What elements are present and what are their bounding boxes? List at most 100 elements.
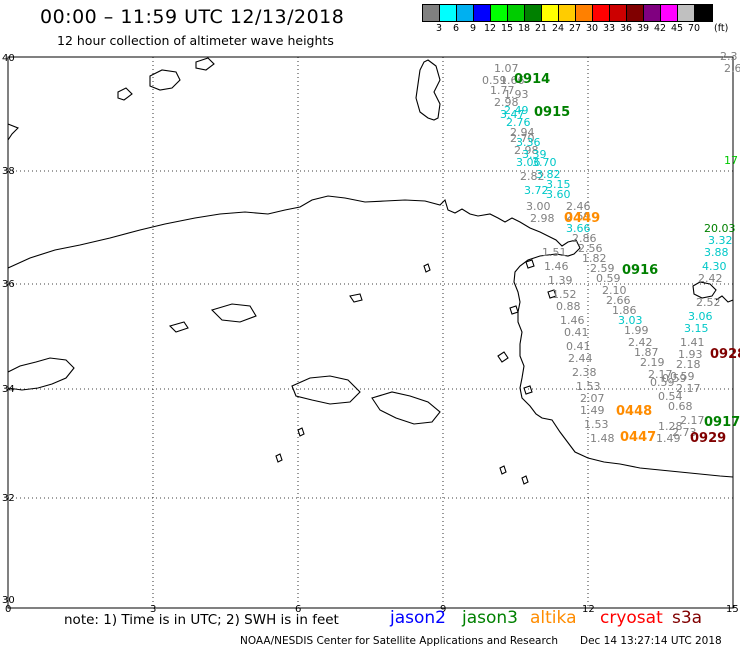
wave-height-value: 2.59 bbox=[590, 262, 615, 275]
wave-height-value: 20.03 bbox=[704, 222, 736, 235]
wave-height-value: 3.70 bbox=[532, 156, 557, 169]
wave-height-value: 0.59 bbox=[650, 376, 675, 389]
wave-height-value: 0.68 bbox=[668, 400, 693, 413]
wave-height-value: 1.07 bbox=[494, 62, 519, 75]
coastlines bbox=[7, 57, 734, 485]
wave-height-value: 3.06 bbox=[688, 310, 713, 323]
color-scale-label: 30 bbox=[585, 23, 599, 34]
wave-height-value: 2.44 bbox=[568, 352, 593, 365]
wave-height-value: 3.15 bbox=[684, 322, 709, 335]
color-scale-swatch bbox=[678, 5, 695, 21]
balearic-ibiza-island bbox=[117, 87, 133, 101]
wave-height-value: 2.07 bbox=[580, 392, 605, 405]
page-title: 00:00 – 11:59 UTC 12/13/2018 bbox=[40, 6, 345, 28]
north-africa-coastline bbox=[7, 195, 734, 478]
wave-height-value: 1.28 bbox=[658, 420, 683, 433]
color-scale-label: 15 bbox=[500, 23, 514, 34]
wave-height-value: 3.32 bbox=[708, 234, 733, 247]
color-scale-label: 39 bbox=[636, 23, 650, 34]
wave-height-value: 2.19 bbox=[640, 356, 665, 369]
islet-4 bbox=[525, 259, 535, 269]
wave-height-value: 3.39 bbox=[522, 148, 547, 161]
map-frame bbox=[7, 56, 734, 609]
pass-id-label: 0917 bbox=[704, 415, 740, 430]
wave-height-value: 1.53 bbox=[584, 418, 609, 431]
lat-label: 38 bbox=[2, 166, 15, 177]
color-scale-swatch bbox=[661, 5, 678, 21]
wave-height-value: 1.39 bbox=[548, 274, 573, 287]
pass-id-label: 0448 bbox=[616, 404, 652, 419]
wave-height-value: 1.66 bbox=[500, 74, 525, 87]
wave-height-value: 2.86 bbox=[572, 232, 597, 245]
wave-height-value: 1.41 bbox=[680, 336, 705, 349]
color-scale-label: 42 bbox=[653, 23, 667, 34]
spain-coast bbox=[7, 123, 19, 141]
wave-height-value: 2.17 bbox=[648, 368, 673, 381]
color-scale-label: 3 bbox=[435, 23, 443, 34]
wave-height-labels: 1.070.591.661.771.932.982.493.472.762.94… bbox=[482, 50, 740, 445]
wave-height-value: 0.41 bbox=[566, 340, 591, 353]
color-scale-label: 27 bbox=[568, 23, 582, 34]
pass-labels: 0914 0915 0449 0916 0928 0448 0917 0447 0929 bbox=[514, 72, 740, 446]
color-scale-swatch bbox=[474, 5, 491, 21]
lat-label: 30 bbox=[2, 595, 15, 606]
color-scale-label: 24 bbox=[551, 23, 565, 34]
wave-height-value: 2.42 bbox=[698, 272, 723, 285]
legend-jason2: jason2 bbox=[390, 608, 446, 628]
pass-id-label: 0929 bbox=[690, 431, 726, 446]
color-scale-swatch bbox=[559, 5, 576, 21]
lon-label: 0 bbox=[5, 604, 11, 615]
wave-height-value: 1.52 bbox=[552, 288, 577, 301]
color-scale-label: 6 bbox=[452, 23, 460, 34]
wave-height-value: 2.73 bbox=[672, 426, 697, 439]
wave-height-value: 1.48 bbox=[590, 432, 615, 445]
footer-note: note: 1) Time is in UTC; 2) SWH is in fe… bbox=[64, 612, 339, 628]
wave-height-value: 3.03 bbox=[618, 314, 643, 327]
wave-height-value: 1.86 bbox=[612, 304, 637, 317]
wave-height-value: 2.66 bbox=[606, 294, 631, 307]
wave-height-value: 2.94 bbox=[510, 126, 535, 139]
wave-height-value: 0.88 bbox=[556, 300, 581, 313]
wave-height-value: 2.38 bbox=[572, 366, 597, 379]
color-scale-swatch bbox=[542, 5, 559, 21]
wave-height-value: 0.59 bbox=[596, 272, 621, 285]
color-scale-swatch bbox=[457, 5, 474, 21]
lon-label: 9 bbox=[440, 604, 446, 615]
color-scale-swatch bbox=[610, 5, 627, 21]
wave-height-value: 2.6 bbox=[724, 62, 740, 75]
color-scale-swatches bbox=[422, 4, 713, 22]
wave-height-value: 2.49 bbox=[504, 104, 529, 117]
italy-coast-fragment bbox=[715, 295, 734, 303]
wave-height-value: 0.59 bbox=[662, 372, 687, 385]
coastal-island-cluster-3 bbox=[371, 391, 441, 425]
lat-label: 40 bbox=[2, 53, 15, 64]
balearic-mallorca-island bbox=[149, 69, 181, 91]
footer-credit: NOAA/NESDIS Center for Satellite Applica… bbox=[240, 635, 558, 647]
color-scale-swatch bbox=[695, 5, 712, 21]
wave-height-value: 3.47 bbox=[500, 108, 525, 121]
axis-labels: 40 38 36 34 32 30 0 3 6 9 12 15 bbox=[2, 53, 739, 615]
pass-id-label: 0449 bbox=[564, 211, 600, 226]
wave-height-value: 1.49 bbox=[656, 432, 681, 445]
wave-height-value: 2.82 bbox=[520, 170, 545, 183]
coastal-island-cluster-1 bbox=[7, 357, 75, 391]
coastal-island-cluster-2 bbox=[291, 375, 361, 405]
color-scale-swatch bbox=[491, 5, 508, 21]
sicily-island bbox=[692, 281, 717, 299]
legend-jason3: jason3 bbox=[462, 608, 518, 628]
wave-height-value: 2.59 bbox=[566, 210, 591, 223]
wave-height-value: 2.76 bbox=[506, 116, 531, 129]
wave-height-value: 1.51 bbox=[542, 246, 567, 259]
islet-1 bbox=[497, 351, 509, 363]
wave-height-value: 3.00 bbox=[526, 200, 551, 213]
wave-height-value: 3.60 bbox=[546, 188, 571, 201]
wave-height-value: 2.98 bbox=[514, 144, 539, 157]
wave-height-value: 2.98 bbox=[494, 96, 519, 109]
color-scale-label: 45 bbox=[670, 23, 684, 34]
islet-7 bbox=[423, 263, 431, 273]
wave-height-value: 1.53 bbox=[576, 380, 601, 393]
pass-id-label: 0916 bbox=[622, 263, 658, 278]
wave-height-value: 2.18 bbox=[676, 358, 701, 371]
color-scale-unit: (ft) bbox=[714, 23, 729, 34]
